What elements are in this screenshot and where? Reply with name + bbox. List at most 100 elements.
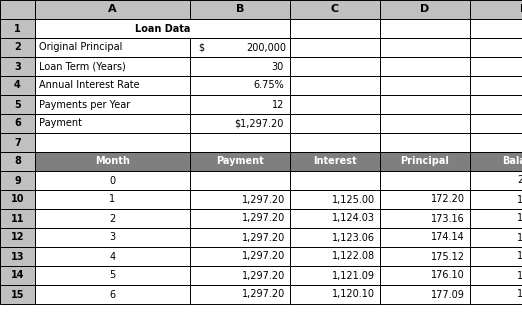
Text: 174.14: 174.14 xyxy=(431,233,465,242)
Bar xyxy=(0,114,35,133)
Text: 1: 1 xyxy=(110,194,115,204)
Bar xyxy=(470,228,522,247)
Text: 4: 4 xyxy=(110,251,115,261)
Text: 1,121.09: 1,121.09 xyxy=(332,271,375,281)
Text: 7: 7 xyxy=(14,137,21,147)
Bar xyxy=(190,38,290,57)
Bar xyxy=(470,19,522,38)
Text: 1,125.00: 1,125.00 xyxy=(332,194,375,204)
Bar xyxy=(190,95,290,114)
Bar xyxy=(35,152,190,171)
Text: 10: 10 xyxy=(11,194,24,204)
Text: 1,122.08: 1,122.08 xyxy=(332,251,375,261)
Bar xyxy=(35,114,190,133)
Bar xyxy=(190,228,290,247)
Bar xyxy=(290,95,380,114)
Text: 5: 5 xyxy=(110,271,116,281)
Bar xyxy=(380,171,470,190)
Text: $: $ xyxy=(198,42,204,52)
Text: 1,297.20: 1,297.20 xyxy=(242,251,285,261)
Bar xyxy=(290,209,380,228)
Bar xyxy=(0,133,35,152)
Text: 199,654.64: 199,654.64 xyxy=(517,214,522,224)
Text: 199,827.80: 199,827.80 xyxy=(517,194,522,204)
Bar xyxy=(35,228,190,247)
Bar xyxy=(0,304,522,324)
Bar xyxy=(190,209,290,228)
Text: Payments per Year: Payments per Year xyxy=(39,99,130,110)
Bar xyxy=(190,171,290,190)
Bar xyxy=(35,190,190,209)
Text: B: B xyxy=(236,5,244,15)
Bar xyxy=(0,57,35,76)
Bar xyxy=(35,247,190,266)
Bar xyxy=(190,76,290,95)
Bar xyxy=(380,285,470,304)
Bar xyxy=(470,95,522,114)
Bar xyxy=(0,228,35,247)
Bar xyxy=(190,114,290,133)
Bar xyxy=(470,114,522,133)
Text: Month: Month xyxy=(95,156,130,167)
Bar xyxy=(470,190,522,209)
Bar xyxy=(290,114,380,133)
Bar xyxy=(380,209,470,228)
Text: 1,297.20: 1,297.20 xyxy=(242,214,285,224)
Text: Annual Interest Rate: Annual Interest Rate xyxy=(39,80,139,90)
Text: 1,124.03: 1,124.03 xyxy=(332,214,375,224)
Text: Interest: Interest xyxy=(313,156,357,167)
Bar xyxy=(290,0,380,19)
Bar xyxy=(470,57,522,76)
Bar xyxy=(0,285,35,304)
Text: 12: 12 xyxy=(271,99,284,110)
Text: 12: 12 xyxy=(11,233,24,242)
Bar xyxy=(470,285,522,304)
Text: 6: 6 xyxy=(110,290,115,299)
Text: 1,120.10: 1,120.10 xyxy=(332,290,375,299)
Bar xyxy=(290,266,380,285)
Text: 199,480.50: 199,480.50 xyxy=(517,233,522,242)
Bar xyxy=(35,57,190,76)
Text: 13: 13 xyxy=(11,251,24,261)
Text: Original Principal: Original Principal xyxy=(39,42,122,52)
Text: 3: 3 xyxy=(110,233,115,242)
Text: 0: 0 xyxy=(110,176,115,186)
Bar xyxy=(470,266,522,285)
Bar xyxy=(470,76,522,95)
Bar xyxy=(290,152,380,171)
Text: 9: 9 xyxy=(14,176,21,186)
Bar xyxy=(470,152,522,171)
Text: 1,123.06: 1,123.06 xyxy=(332,233,375,242)
Bar xyxy=(380,19,470,38)
Text: E: E xyxy=(520,5,522,15)
Text: 14: 14 xyxy=(11,271,24,281)
Bar xyxy=(290,19,380,38)
Bar xyxy=(290,190,380,209)
Bar xyxy=(190,190,290,209)
Bar xyxy=(190,133,290,152)
Bar xyxy=(190,57,290,76)
Text: 177.09: 177.09 xyxy=(431,290,465,299)
Bar xyxy=(380,38,470,57)
Bar xyxy=(35,171,190,190)
Bar xyxy=(470,0,522,19)
Bar xyxy=(35,38,190,57)
Bar xyxy=(190,152,290,171)
Bar xyxy=(0,171,35,190)
Text: Loan Term (Years): Loan Term (Years) xyxy=(39,62,126,72)
Bar xyxy=(380,57,470,76)
Bar xyxy=(290,38,380,57)
Text: Payment: Payment xyxy=(216,156,264,167)
Text: 2: 2 xyxy=(110,214,116,224)
Text: 3: 3 xyxy=(14,62,21,72)
Bar xyxy=(380,247,470,266)
Bar xyxy=(380,228,470,247)
Bar xyxy=(290,285,380,304)
Bar xyxy=(290,171,380,190)
Bar xyxy=(0,152,35,171)
Bar xyxy=(35,266,190,285)
Text: C: C xyxy=(331,5,339,15)
Bar xyxy=(380,133,470,152)
Bar xyxy=(290,247,380,266)
Bar xyxy=(35,285,190,304)
